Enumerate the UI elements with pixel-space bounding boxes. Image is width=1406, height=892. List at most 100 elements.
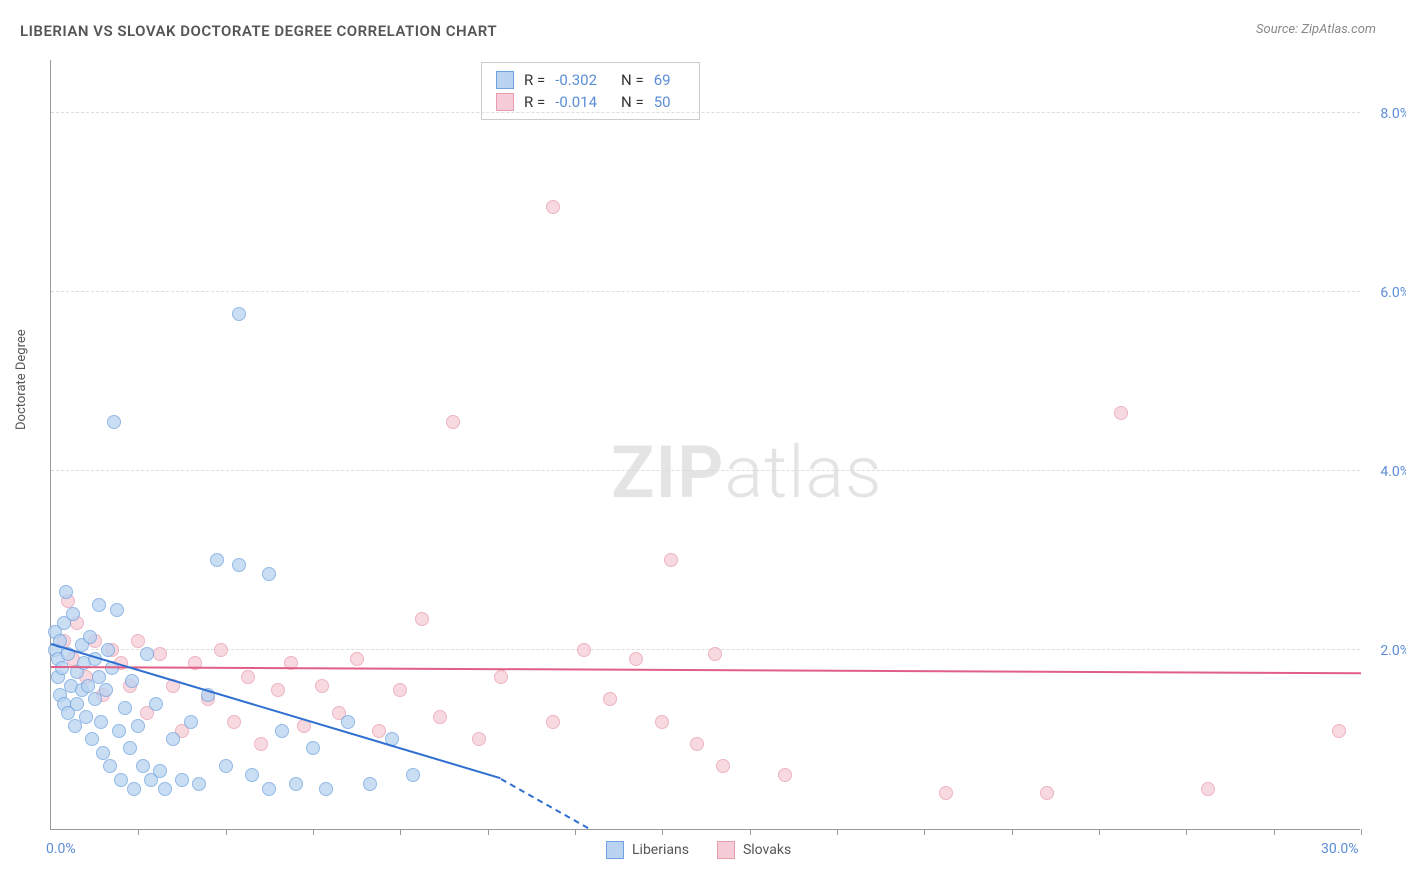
- liberian-point: [83, 630, 97, 644]
- stats-row: R = -0.302 N = 69: [496, 69, 685, 91]
- slovak-point: [446, 415, 460, 429]
- slovak-point: [350, 652, 364, 666]
- liberian-point: [275, 724, 289, 738]
- x-tick-mark: [1012, 829, 1013, 835]
- x-tick-mark: [1099, 829, 1100, 835]
- liberian-point: [232, 307, 246, 321]
- legend-label: Slovaks: [743, 842, 791, 858]
- x-tick-label: 30.0%: [1321, 841, 1359, 857]
- liberian-point: [140, 647, 154, 661]
- stat-n-value: 69: [654, 71, 671, 89]
- liberian-point: [118, 701, 132, 715]
- slovak-point: [546, 715, 560, 729]
- liberian-point: [306, 741, 320, 755]
- liberian-point: [110, 603, 124, 617]
- slovak-point: [629, 652, 643, 666]
- x-tick-mark: [837, 829, 838, 835]
- liberian-point: [319, 782, 333, 796]
- gridline: [51, 291, 1360, 292]
- liberian-point: [166, 732, 180, 746]
- liberian-point: [123, 741, 137, 755]
- watermark: ZIPatlas: [611, 430, 883, 515]
- liberian-point: [131, 719, 145, 733]
- blue-trend-dash: [500, 778, 588, 829]
- liberian-point: [107, 415, 121, 429]
- liberian-point: [79, 710, 93, 724]
- slovak-point: [716, 759, 730, 773]
- x-tick-mark: [1186, 829, 1187, 835]
- x-tick-mark: [750, 829, 751, 835]
- liberian-point: [210, 553, 224, 567]
- y-tick-label: 8.0%: [1365, 106, 1406, 122]
- liberian-point: [289, 777, 303, 791]
- slovak-point: [655, 715, 669, 729]
- x-tick-mark: [400, 829, 401, 835]
- liberian-point: [406, 768, 420, 782]
- liberian-point: [158, 782, 172, 796]
- bottom-legend: LiberiansSlovaks: [606, 841, 791, 859]
- slovak-point: [254, 737, 268, 751]
- stat-r-label: R =: [524, 71, 545, 89]
- liberian-point: [103, 759, 117, 773]
- liberian-point: [245, 768, 259, 782]
- liberian-point: [149, 697, 163, 711]
- slovak-point: [546, 200, 560, 214]
- liberian-point: [112, 724, 126, 738]
- source-label: Source: ZipAtlas.com: [1256, 22, 1376, 37]
- slovak-point: [1332, 724, 1346, 738]
- x-tick-mark: [488, 829, 489, 835]
- slovak-point: [214, 643, 228, 657]
- chart-title: LIBERIAN VS SLOVAK DOCTORATE DEGREE CORR…: [20, 22, 497, 40]
- gridline: [51, 649, 1360, 650]
- liberian-point: [99, 683, 113, 697]
- liberian-point: [70, 697, 84, 711]
- y-tick-label: 2.0%: [1365, 643, 1406, 659]
- chart-plot-area: ZIPatlas R = -0.302 N = 69 R = -0.014N = 5…: [50, 60, 1360, 830]
- liberian-point: [66, 607, 80, 621]
- stat-n-label: N =: [621, 71, 644, 89]
- liberian-point: [192, 777, 206, 791]
- gridline: [51, 470, 1360, 471]
- slovak-point: [708, 647, 722, 661]
- stats-row: R = -0.014N = 50: [496, 91, 685, 113]
- slovak-point: [494, 670, 508, 684]
- slovak-point: [372, 724, 386, 738]
- stat-n-value: 50: [654, 93, 671, 111]
- liberian-point: [125, 674, 139, 688]
- slovak-point: [1040, 786, 1054, 800]
- legend-swatch: [496, 71, 514, 89]
- stat-r-value: -0.302: [555, 71, 597, 89]
- slovak-point: [241, 670, 255, 684]
- liberian-point: [85, 732, 99, 746]
- x-tick-mark: [575, 829, 576, 835]
- liberian-point: [92, 670, 106, 684]
- slovak-point: [433, 710, 447, 724]
- legend-swatch: [606, 841, 624, 859]
- liberian-point: [262, 782, 276, 796]
- liberian-point: [153, 764, 167, 778]
- liberian-point: [59, 585, 73, 599]
- liberian-point: [96, 746, 110, 760]
- slovak-point: [271, 683, 285, 697]
- slovak-point: [939, 786, 953, 800]
- slovak-point: [1201, 782, 1215, 796]
- liberian-point: [114, 773, 128, 787]
- slovak-point: [603, 692, 617, 706]
- x-tick-mark: [313, 829, 314, 835]
- slovak-point: [472, 732, 486, 746]
- liberian-point: [262, 567, 276, 581]
- x-tick-mark: [1361, 829, 1362, 835]
- liberian-point: [232, 558, 246, 572]
- x-tick-mark: [924, 829, 925, 835]
- liberian-point: [127, 782, 141, 796]
- legend-item: Slovaks: [717, 841, 791, 859]
- slovak-point: [690, 737, 704, 751]
- stat-r-value: -0.014: [555, 93, 597, 111]
- liberian-point: [363, 777, 377, 791]
- legend-swatch: [496, 93, 514, 111]
- liberian-point: [136, 759, 150, 773]
- slovak-point: [577, 643, 591, 657]
- slovak-point: [778, 768, 792, 782]
- slovak-point: [227, 715, 241, 729]
- slovak-point: [415, 612, 429, 626]
